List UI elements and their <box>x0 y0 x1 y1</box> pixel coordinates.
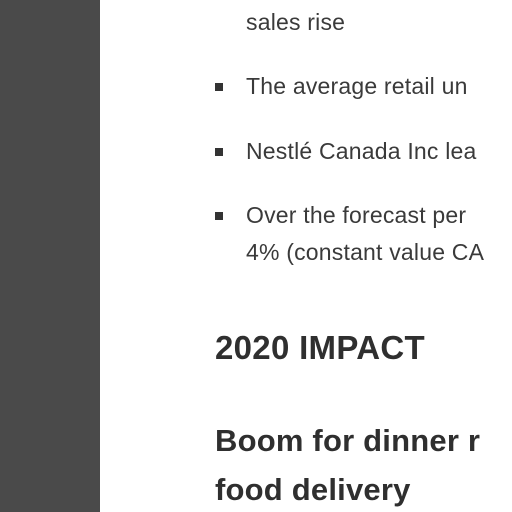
subheading-line-1: food delivery <box>215 472 411 507</box>
bullet-item-3-line-1: 4% (constant value CA <box>246 239 485 265</box>
bullet-marker-1 <box>215 83 223 91</box>
bullet-marker-2 <box>215 148 223 156</box>
section-heading-2020-impact: 2020 IMPACT <box>215 329 425 366</box>
bullet-marker-3 <box>215 212 223 220</box>
article-content: sales rise The average retail un Nestlé … <box>100 0 512 512</box>
bullet-item-3-line-0: Over the forecast per <box>246 202 467 228</box>
bullet-list: sales rise The average retail un Nestlé … <box>100 0 512 512</box>
bullet-item-1-line-0: The average retail un <box>246 73 468 99</box>
bullet-item-0-line-0: sales rise <box>246 9 346 35</box>
left-gutter <box>0 0 100 512</box>
bullet-item-2-line-0: Nestlé Canada Inc lea <box>246 138 477 164</box>
subheading-line-0: Boom for dinner r <box>215 423 481 458</box>
